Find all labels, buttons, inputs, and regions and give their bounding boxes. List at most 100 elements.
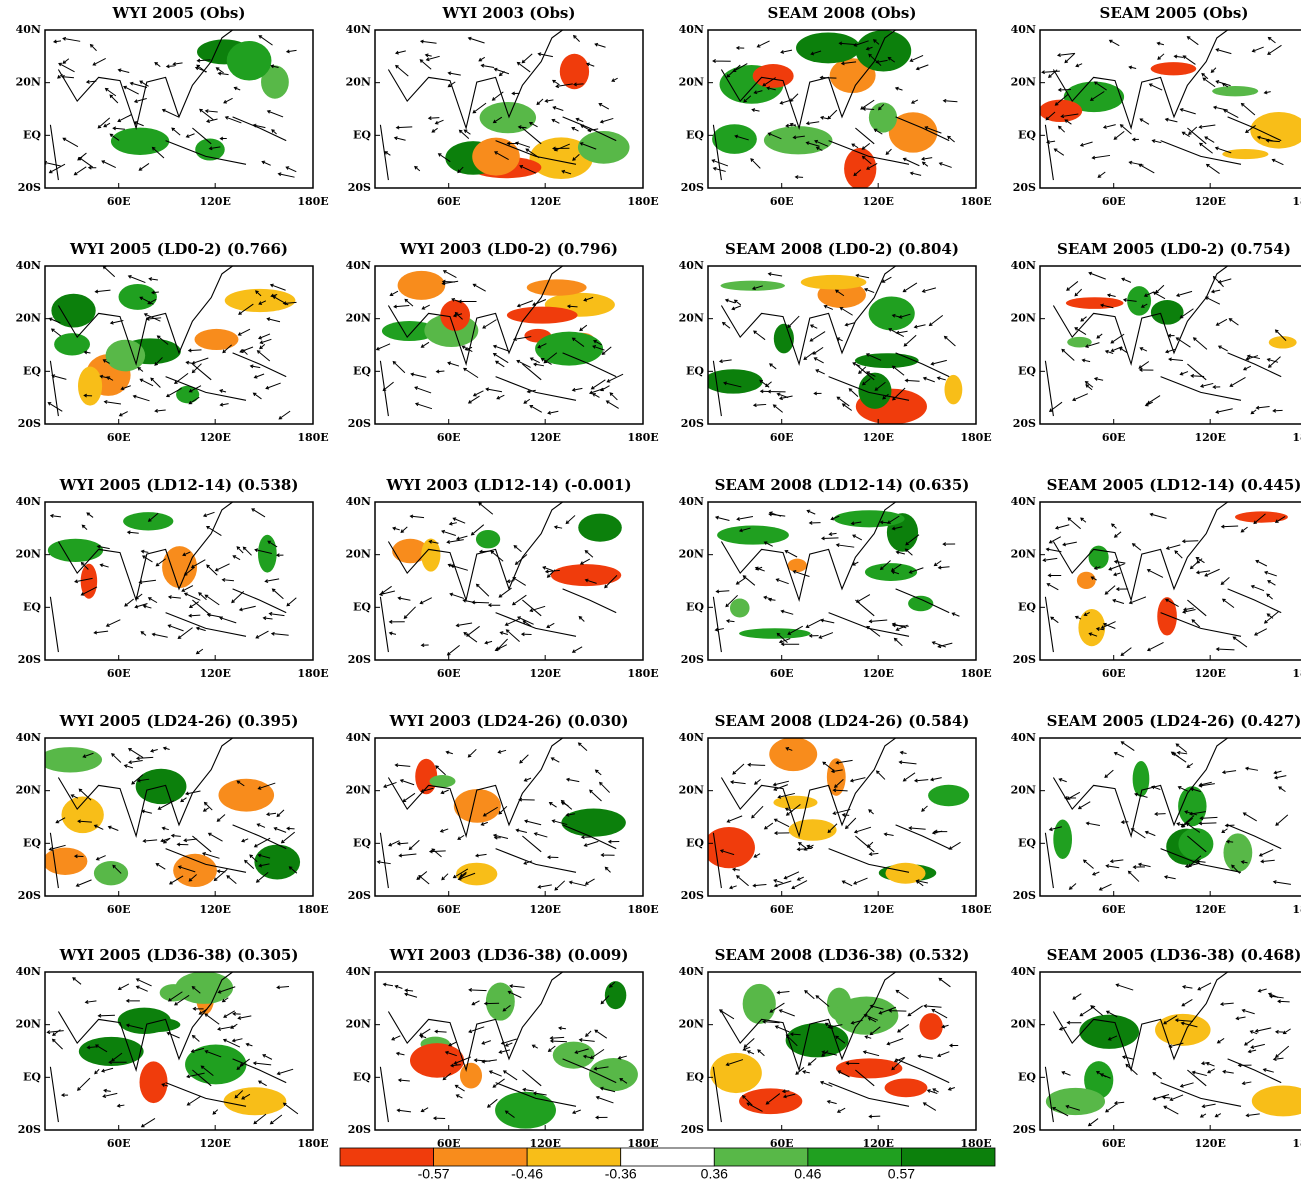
wind-vector — [394, 984, 403, 989]
wind-vector — [1120, 741, 1135, 752]
lat-label: 20S — [1013, 889, 1036, 902]
anomaly-shading — [495, 1091, 556, 1129]
panel-title: WYI 2003 (Obs) — [442, 4, 576, 22]
wind-vector — [1082, 859, 1094, 869]
wind-vector — [165, 387, 182, 398]
lon-label: 120E — [200, 903, 231, 916]
wind-vector — [382, 982, 394, 987]
wind-vector — [420, 1107, 429, 1113]
anomaly-shading — [93, 861, 129, 886]
wind-vector — [578, 1038, 595, 1042]
wind-vector — [226, 875, 237, 885]
wind-vector — [1093, 377, 1104, 381]
lat-label: 20N — [679, 548, 704, 561]
wind-vector — [1263, 611, 1279, 624]
map-content — [45, 30, 297, 181]
lon-label: 120E — [863, 667, 894, 680]
wind-vector — [1253, 628, 1268, 636]
lat-label: EQ — [23, 836, 41, 849]
wind-vector — [942, 542, 956, 547]
lat-label: 20S — [681, 889, 704, 902]
lat-label: 40N — [346, 731, 371, 744]
wind-vector — [392, 360, 406, 374]
wind-vector — [767, 132, 782, 140]
wind-vector — [457, 834, 465, 840]
wind-vector — [533, 832, 548, 838]
wind-vector — [441, 529, 456, 537]
wind-vector — [1235, 1016, 1246, 1021]
panel-title: WYI 2003 (LD36-38) (0.009) — [389, 946, 629, 964]
wind-vector — [1215, 80, 1231, 87]
wind-vector — [583, 840, 599, 847]
wind-vector — [1131, 137, 1139, 142]
wind-vector — [85, 79, 97, 84]
wind-vector — [105, 619, 121, 627]
wind-vector — [820, 618, 835, 624]
wind-vector — [546, 622, 555, 629]
wind-vector — [474, 853, 487, 858]
wind-vector — [921, 161, 929, 167]
wind-vector — [269, 283, 286, 291]
anomaly-shading — [421, 538, 441, 572]
wind-vector — [852, 534, 863, 541]
wind-vector — [712, 166, 726, 172]
wind-vector — [1215, 408, 1233, 414]
wind-vector — [863, 287, 875, 294]
wind-vector — [930, 359, 947, 366]
map-frame — [1039, 737, 1301, 897]
wind-vector — [863, 1013, 878, 1021]
map-frame — [707, 265, 977, 425]
wind-vector — [243, 859, 255, 869]
map-panel: WYI 2005 (LD12-14) (0.538) 40N 20N EQ 20S 60E… — [16, 476, 329, 680]
wind-vector — [1191, 619, 1201, 628]
wind-vector — [808, 520, 821, 525]
wind-vector — [139, 378, 154, 387]
wind-vector — [866, 625, 881, 637]
wind-vector — [1251, 46, 1264, 53]
anomaly-shading — [1084, 1061, 1114, 1099]
wind-vector — [803, 844, 814, 851]
lat-label: 20N — [346, 1018, 371, 1031]
wind-vector — [592, 345, 605, 351]
wind-vector — [1091, 871, 1100, 876]
wind-vector — [584, 878, 595, 885]
wind-vector — [127, 274, 146, 284]
wind-vector — [463, 129, 471, 135]
lat-label: 40N — [16, 259, 41, 272]
wind-vector — [526, 389, 536, 394]
wind-vector — [1050, 616, 1059, 624]
coastline — [1044, 502, 1282, 653]
wind-vector — [76, 1077, 91, 1091]
wind-vector — [552, 146, 570, 151]
wind-vector — [446, 539, 464, 544]
wind-vector — [861, 143, 871, 150]
wind-vector — [839, 307, 853, 316]
wind-vector — [238, 303, 254, 315]
wind-vector — [868, 619, 888, 624]
wind-vector — [853, 826, 872, 834]
wind-vector — [587, 128, 599, 133]
wind-vector — [104, 87, 117, 97]
wind-vector — [1237, 1063, 1252, 1068]
anomaly-shading — [773, 323, 794, 354]
wind-vector — [553, 525, 563, 530]
lat-label: 20N — [346, 548, 371, 561]
wind-vector — [147, 597, 158, 604]
wind-vector — [1181, 131, 1190, 137]
map-frame — [44, 501, 314, 661]
wind-vector — [891, 365, 905, 376]
wind-vector — [592, 393, 600, 398]
wind-vector — [1253, 513, 1266, 525]
wind-vector — [191, 357, 209, 365]
wind-vector — [498, 587, 512, 598]
wind-vector — [813, 357, 824, 364]
wind-vector — [125, 998, 140, 1003]
map-content — [708, 738, 970, 890]
wind-vector — [435, 369, 445, 374]
wind-vector — [1054, 524, 1070, 530]
lat-label: 20N — [679, 76, 704, 89]
wind-vector — [923, 1004, 942, 1009]
wind-vector — [455, 622, 473, 628]
wind-vector — [171, 127, 181, 136]
map-frame — [707, 971, 977, 1131]
